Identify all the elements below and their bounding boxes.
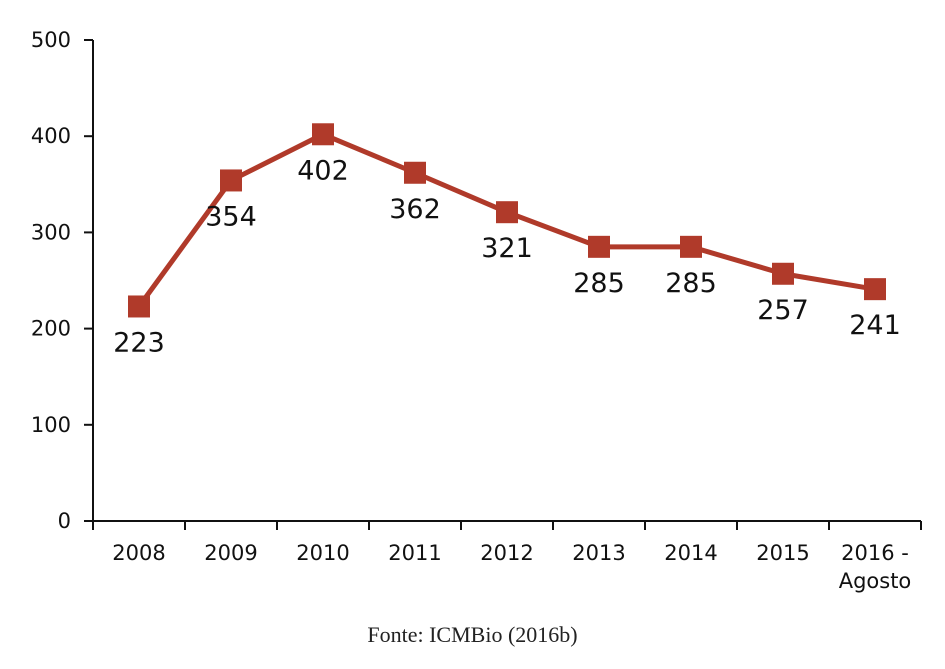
source-note: Fonte: ICMBio (2016b): [367, 622, 578, 647]
data-label: 402: [297, 155, 349, 186]
data-point-marker: [680, 235, 702, 258]
data-point-marker: [864, 278, 886, 301]
data-point-marker: [128, 295, 150, 318]
y-tick-label: 400: [31, 124, 71, 148]
x-tick-label: 2012: [480, 541, 533, 565]
data-point-marker: [404, 161, 426, 184]
data-labels: 223 354 402 362 321 285 285 257 241: [113, 155, 901, 358]
data-label: 223: [113, 327, 165, 358]
x-tick-label: 2009: [204, 541, 257, 565]
data-point-marker: [772, 262, 794, 285]
data-label: 285: [665, 268, 717, 299]
x-tick-label: 2013: [572, 541, 625, 565]
data-label: 354: [205, 201, 257, 232]
x-tick-label: 2014: [664, 541, 717, 565]
x-tick-label: 2016 -Agosto: [839, 541, 912, 593]
markers: [128, 123, 886, 318]
data-label: 285: [573, 268, 625, 299]
data-point-marker: [588, 235, 610, 258]
y-tick-label: 100: [31, 413, 71, 437]
x-tick-label: 2011: [388, 541, 441, 565]
x-ticks: 2008 2009 2010 2011 2012 2013 2014 2015 2016 -Ag…: [92, 521, 922, 593]
data-point-marker: [312, 123, 334, 146]
x-tick-label: 2015: [756, 541, 809, 565]
y-tick-label: 500: [31, 28, 71, 52]
y-tick-label: 0: [58, 509, 71, 533]
y-tick-label: 200: [31, 317, 71, 341]
data-label: 321: [481, 233, 533, 264]
x-tick-label: 2010: [296, 541, 349, 565]
data-label: 241: [849, 310, 901, 341]
line-chart: 0 100 200 300 400 500 2008 2009 2010 2011 2012 201…: [31, 28, 922, 593]
y-tick-label: 300: [31, 220, 71, 244]
data-label: 257: [757, 295, 809, 326]
data-point-marker: [496, 201, 518, 224]
data-point-marker: [220, 169, 242, 192]
data-label: 362: [389, 194, 441, 225]
x-tick-label: 2008: [112, 541, 165, 565]
y-ticks: 0 100 200 300 400 500: [31, 28, 93, 533]
